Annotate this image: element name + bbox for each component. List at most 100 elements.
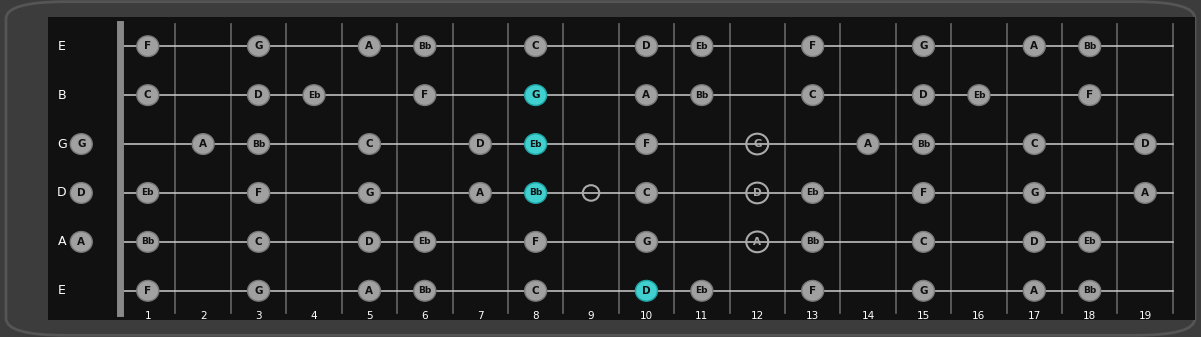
Ellipse shape (414, 280, 436, 301)
Text: F: F (422, 90, 429, 100)
Ellipse shape (137, 36, 159, 57)
Ellipse shape (1078, 85, 1100, 105)
Text: 16: 16 (973, 311, 986, 321)
Text: Bb: Bb (1083, 286, 1097, 295)
Ellipse shape (525, 232, 546, 252)
Text: C: C (643, 188, 650, 198)
Text: G: G (365, 188, 374, 198)
Text: G: G (919, 41, 927, 51)
Ellipse shape (1023, 36, 1045, 57)
Ellipse shape (247, 134, 269, 154)
Text: D: D (476, 139, 484, 149)
Ellipse shape (1078, 36, 1100, 57)
Text: 11: 11 (695, 311, 709, 321)
Text: Eb: Eb (806, 188, 819, 197)
Ellipse shape (414, 85, 436, 105)
Text: F: F (809, 41, 817, 51)
Text: D: D (58, 186, 67, 200)
Text: A: A (477, 188, 484, 198)
Ellipse shape (635, 36, 657, 57)
Text: G: G (919, 286, 927, 296)
Text: C: C (532, 286, 539, 296)
Text: D: D (1030, 237, 1039, 247)
Ellipse shape (525, 134, 546, 154)
Ellipse shape (470, 134, 491, 154)
Text: Bb: Bb (1083, 42, 1097, 51)
Text: 5: 5 (366, 311, 372, 321)
Text: G: G (77, 139, 85, 149)
Ellipse shape (137, 85, 159, 105)
Ellipse shape (635, 232, 657, 252)
Text: 8: 8 (532, 311, 539, 321)
Text: F: F (643, 139, 650, 149)
Ellipse shape (247, 183, 269, 203)
Ellipse shape (1023, 183, 1045, 203)
Text: C: C (808, 90, 817, 100)
Text: Bb: Bb (418, 42, 431, 51)
Ellipse shape (635, 85, 657, 105)
Ellipse shape (303, 85, 325, 105)
Text: G: G (255, 41, 263, 51)
Text: Eb: Eb (419, 237, 431, 246)
Text: C: C (365, 139, 374, 149)
Text: Eb: Eb (695, 286, 709, 295)
Ellipse shape (358, 134, 381, 154)
Text: A: A (1030, 41, 1039, 51)
Text: 1: 1 (144, 311, 151, 321)
Ellipse shape (137, 280, 159, 301)
Text: D: D (77, 188, 85, 198)
Ellipse shape (1023, 134, 1045, 154)
Text: F: F (1086, 90, 1093, 100)
Text: Bb: Bb (806, 237, 819, 246)
Ellipse shape (525, 280, 546, 301)
Ellipse shape (1023, 280, 1045, 301)
Text: A: A (753, 237, 761, 247)
Text: G: G (1030, 188, 1039, 198)
Text: Bb: Bb (695, 91, 709, 100)
Ellipse shape (1134, 183, 1157, 203)
Ellipse shape (71, 134, 92, 154)
Text: 17: 17 (1028, 311, 1041, 321)
Ellipse shape (137, 232, 159, 252)
Ellipse shape (802, 36, 824, 57)
Text: D: D (1141, 139, 1149, 149)
Ellipse shape (358, 232, 381, 252)
Text: G: G (643, 237, 651, 247)
Text: D: D (643, 41, 651, 51)
Ellipse shape (247, 36, 269, 57)
Text: A: A (864, 139, 872, 149)
Ellipse shape (913, 36, 934, 57)
Text: A: A (365, 286, 374, 296)
Ellipse shape (525, 85, 546, 105)
Text: D: D (919, 90, 928, 100)
Ellipse shape (1078, 280, 1100, 301)
Text: F: F (255, 188, 262, 198)
Text: 9: 9 (587, 311, 594, 321)
Ellipse shape (358, 280, 381, 301)
Ellipse shape (71, 183, 92, 203)
Text: G: G (255, 286, 263, 296)
Text: Bb: Bb (916, 140, 930, 149)
Text: F: F (144, 41, 151, 51)
Ellipse shape (635, 134, 657, 154)
Ellipse shape (913, 232, 934, 252)
Text: Bb: Bb (142, 237, 155, 246)
Text: D: D (255, 90, 263, 100)
Ellipse shape (802, 280, 824, 301)
Text: Eb: Eb (973, 91, 985, 100)
Ellipse shape (691, 36, 713, 57)
Text: 2: 2 (199, 311, 207, 321)
Text: 7: 7 (477, 311, 484, 321)
Text: Eb: Eb (307, 91, 321, 100)
Ellipse shape (414, 232, 436, 252)
Text: C: C (532, 41, 539, 51)
Text: 15: 15 (916, 311, 930, 321)
Text: D: D (365, 237, 374, 247)
Text: C: C (144, 90, 151, 100)
Ellipse shape (802, 183, 824, 203)
Text: 19: 19 (1139, 311, 1152, 321)
Ellipse shape (968, 85, 990, 105)
Text: G: G (56, 137, 67, 151)
Ellipse shape (525, 183, 546, 203)
Text: A: A (77, 237, 85, 247)
